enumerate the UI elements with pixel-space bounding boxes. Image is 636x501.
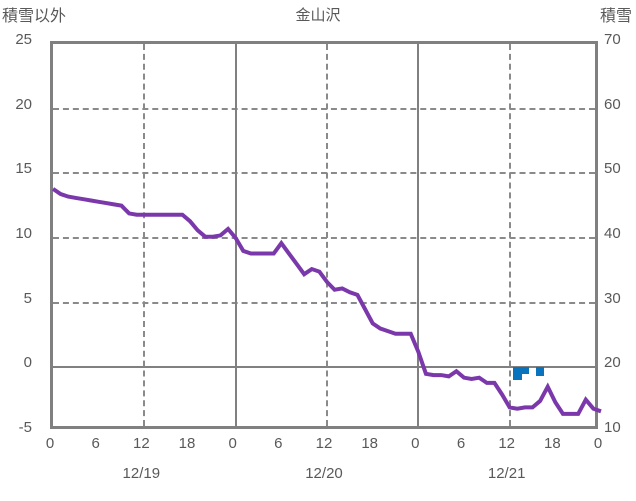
line-path: [51, 187, 602, 416]
gridline-h-10: [53, 237, 595, 239]
right-tick-label: 40: [604, 225, 621, 242]
left-tick-label: 5: [23, 289, 32, 307]
gridline-v-36: [326, 44, 328, 426]
x-tick-label: 0: [411, 435, 420, 452]
day-label: 12/20: [305, 465, 343, 482]
right-tick-label: 60: [604, 95, 621, 113]
gridline-h-0: [53, 366, 595, 369]
x-tick-label: 6: [274, 435, 283, 452]
gridline-h-20: [53, 107, 595, 110]
snow-bar: [521, 367, 530, 374]
x-tick-label: 6: [456, 435, 466, 452]
temperature-line-series: [51, 187, 602, 416]
gridline-v-12: [143, 44, 146, 426]
right-tick-label: 50: [604, 160, 621, 178]
left-tick-label: 25: [15, 31, 32, 48]
left-tick-label: 20: [15, 95, 32, 113]
x-tick-label: 18: [361, 435, 378, 452]
day-label: 12/21: [487, 465, 526, 482]
x-tick-label: 18: [543, 435, 561, 452]
left-tick-label: 0: [23, 354, 32, 372]
right-tick-label: 70: [604, 31, 621, 48]
plot-area: [50, 41, 602, 429]
day-label: 12/19: [122, 465, 161, 482]
right-axis-title: 積雪: [599, 8, 632, 25]
left-tick-label: -5: [18, 419, 32, 436]
x-tick-label: 6: [91, 435, 100, 452]
right-tick-label: 10: [604, 419, 621, 436]
right-tick-label: 20: [604, 354, 621, 372]
gridline-v-48: [417, 44, 420, 426]
snow-bar: [513, 367, 522, 381]
gridline-v-60: [508, 44, 511, 426]
gridline-h-15: [53, 172, 595, 175]
chart-title: 金山沢: [295, 7, 341, 24]
x-tick-label: 0: [45, 435, 55, 452]
left-axis-title: 積雪以外: [2, 8, 67, 25]
x-tick-label: 0: [593, 435, 603, 452]
snow-bar: [536, 367, 544, 377]
left-tick-label: 10: [15, 225, 32, 242]
x-tick-label: 12: [132, 435, 150, 452]
x-tick-label: 18: [178, 435, 196, 452]
x-tick-label: 0: [228, 435, 237, 452]
x-tick-label: 12: [498, 435, 515, 452]
x-tick-label: 12: [315, 435, 333, 452]
right-tick-label: 30: [604, 289, 621, 307]
gridline-h-5: [53, 301, 595, 304]
left-tick-label: 15: [15, 160, 32, 178]
